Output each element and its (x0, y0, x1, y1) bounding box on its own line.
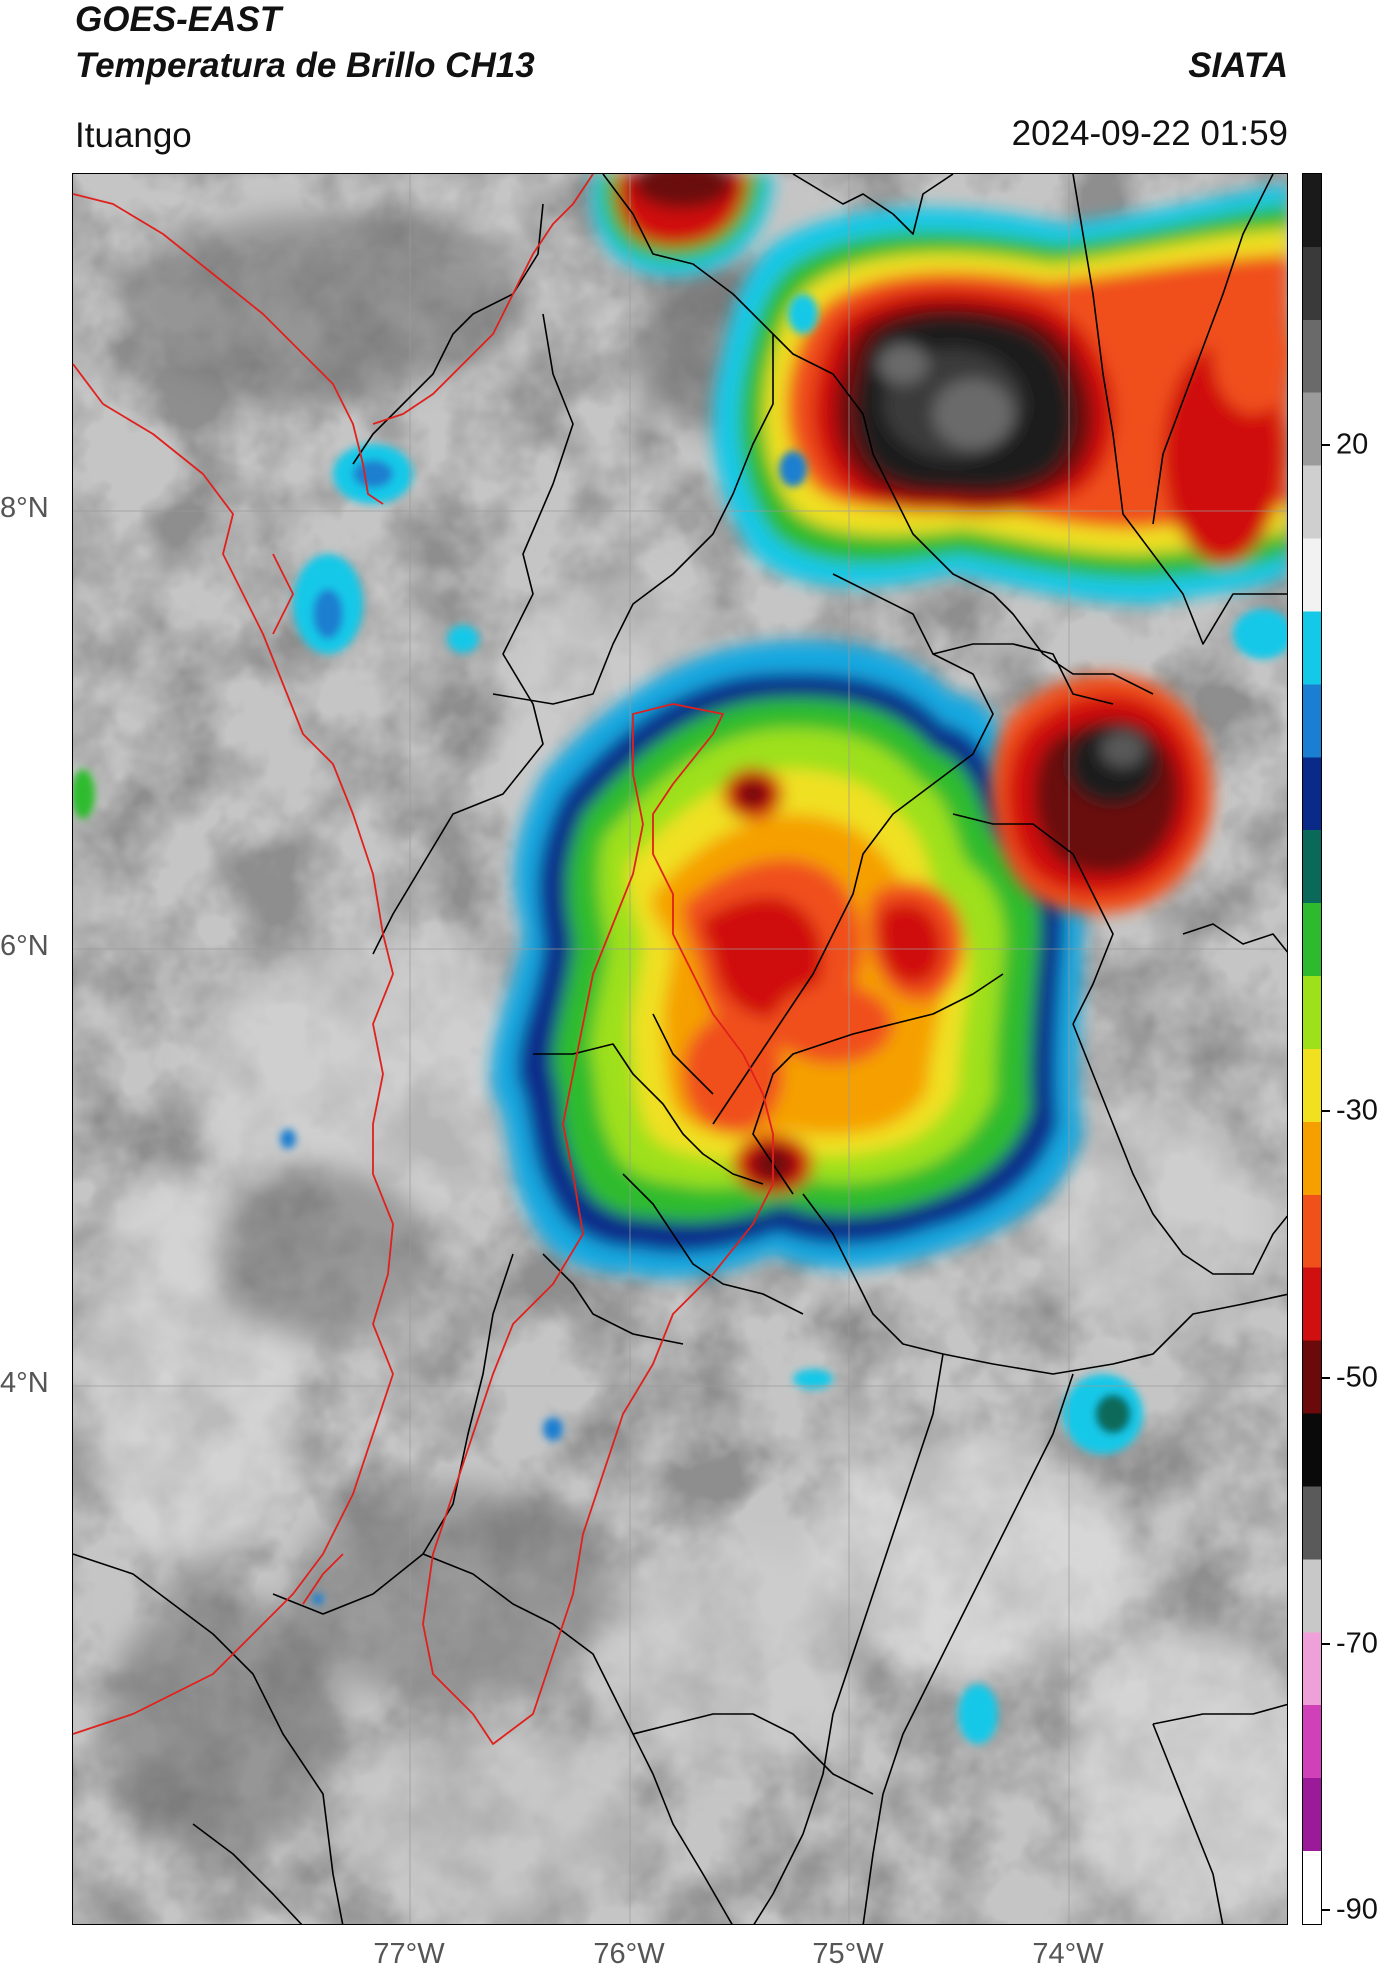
lon-label-76w: 76°W (593, 1938, 665, 1970)
department-borders (73, 174, 1287, 1924)
lon-label-75w: 75°W (812, 1938, 884, 1970)
product-subtitle: Temperatura de Brillo CH13 (75, 46, 535, 85)
lat-label-6n: 6°N (0, 930, 49, 962)
timestamp-label: 2024-09-22 01:59 (1011, 114, 1288, 153)
country-borders (73, 174, 774, 1745)
colorbar-label-20: 20 (1336, 428, 1369, 461)
product-title: GOES-EAST (75, 0, 282, 39)
convective-system-east (990, 674, 1213, 914)
colorbar-label-minus90: -90 (1336, 1893, 1378, 1926)
colorbar-tick (1322, 1643, 1330, 1645)
colorbar-tick (1322, 1110, 1330, 1112)
colorbar-label-minus50: -50 (1336, 1361, 1378, 1394)
colorbar-tick (1322, 1377, 1330, 1379)
convective-system-central (490, 640, 1086, 1278)
organization-label: SIATA (1188, 46, 1288, 85)
lat-label-8n: 8°N (0, 492, 49, 524)
convective-system-top (591, 174, 773, 277)
scattered-cells (73, 294, 1287, 1744)
convective-system-north (713, 184, 1287, 604)
colorbar (1302, 173, 1322, 1925)
lon-label-74w: 74°W (1032, 1938, 1104, 1970)
colorbar-label-minus30: -30 (1336, 1094, 1378, 1127)
satellite-map[interactable] (72, 173, 1288, 1925)
graticule (73, 174, 1287, 1924)
colorbar-tick (1322, 444, 1330, 446)
colorbar-label-minus70: -70 (1336, 1627, 1378, 1660)
lon-label-77w: 77°W (373, 1938, 445, 1970)
lat-label-4n: 4°N (0, 1367, 49, 1399)
map-canvas (73, 174, 1287, 1924)
colorbar-tick (1322, 1909, 1330, 1911)
location-label: Ituango (75, 116, 192, 155)
